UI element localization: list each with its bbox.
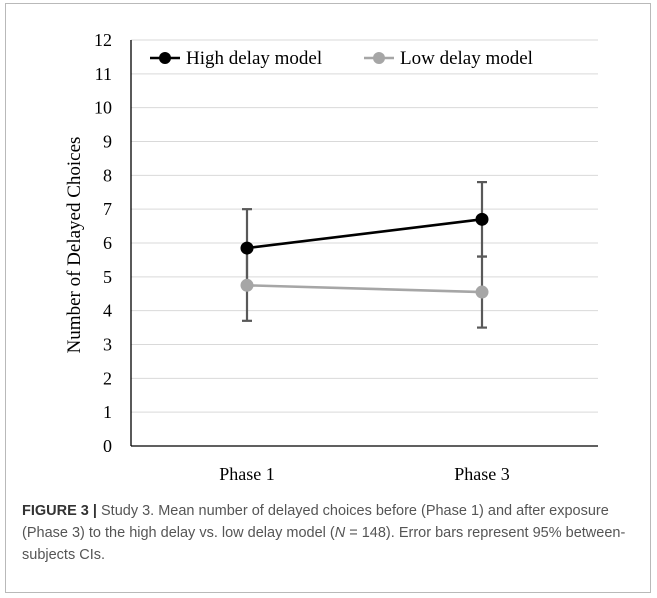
y-tick-label-9: 9	[103, 132, 112, 152]
series-line-2	[246, 283, 483, 294]
y-tick-label-2: 2	[103, 368, 112, 388]
axes	[130, 40, 598, 447]
x-tick-label-1: Phase 1	[219, 464, 275, 484]
data-point-s2-p2	[475, 285, 489, 299]
y-tick-label-7: 7	[103, 199, 112, 219]
caption-text-1: Study 3. Mean number of delayed choices …	[22, 503, 609, 541]
y-tick-label-8: 8	[103, 165, 112, 185]
y-tick-label-3: 3	[103, 335, 112, 355]
y-tick-label-5: 5	[103, 267, 112, 287]
caption-n-symbol: N	[334, 525, 346, 541]
series-layer	[240, 181, 489, 329]
figure-label: FIGURE 3 |	[22, 503, 97, 519]
y-tick-label-11: 11	[95, 64, 112, 84]
data-point-s1-p1	[240, 241, 254, 255]
y-tick-label-10: 10	[94, 98, 112, 118]
y-tick-label-4: 4	[103, 301, 112, 321]
data-point-s1-p2	[475, 212, 489, 226]
y-tick-label-1: 1	[103, 402, 112, 422]
series-line-1	[246, 218, 483, 250]
x-tick-label-2: Phase 3	[454, 464, 510, 484]
data-point-s2-p1	[240, 278, 254, 292]
y-tick-label-12: 12	[94, 30, 112, 50]
y-axis-label: Number of Delayed Choices	[64, 137, 85, 354]
gridlines	[131, 39, 598, 413]
legend-marker-1	[159, 52, 171, 64]
legend-label-1: High delay model	[186, 48, 322, 69]
legend: High delay model Low delay model	[150, 48, 533, 69]
y-tick-label-0: 0	[103, 436, 112, 456]
figure-caption: FIGURE 3 | Study 3. Mean number of delay…	[22, 500, 642, 566]
y-tick-label-6: 6	[103, 233, 112, 253]
legend-label-2: Low delay model	[400, 48, 533, 69]
x-tick-labels: Phase 1 Phase 3	[219, 464, 510, 484]
legend-marker-2	[373, 52, 385, 64]
caption-text-2: = 148). Error bars represent 95% between…	[22, 525, 626, 563]
figure-frame	[5, 3, 651, 593]
